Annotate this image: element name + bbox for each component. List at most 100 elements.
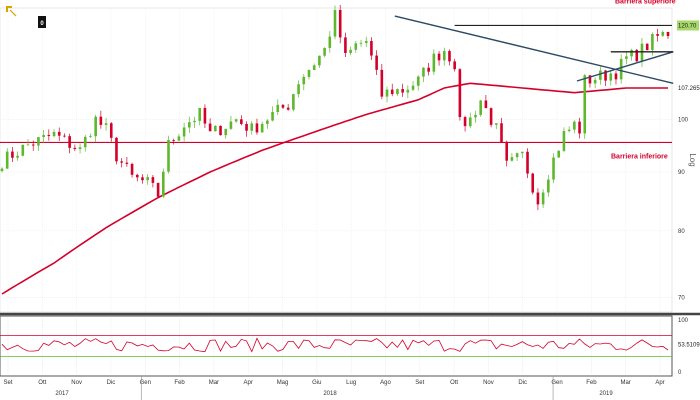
candle-body (323, 47, 326, 56)
x-tick-label: Dic (107, 380, 116, 386)
oscillator-y-tick-label: 100 (678, 318, 689, 324)
candle-body (11, 151, 14, 158)
candle-body (203, 107, 207, 124)
y-tick-label: 70 (678, 296, 685, 302)
candle-body (651, 34, 654, 51)
candle-body (661, 31, 665, 36)
candle-body (219, 125, 222, 136)
candle-body (656, 34, 659, 36)
candle-body (635, 49, 639, 62)
candle-body (500, 123, 503, 142)
candle-body (208, 123, 212, 132)
candle-body (484, 100, 488, 109)
corner-icon-arrow[interactable] (9, 9, 17, 17)
candle-body (250, 123, 254, 131)
candle-body (453, 61, 456, 70)
candle-body (182, 127, 186, 137)
candle-body (344, 37, 347, 53)
x-tick-label: Set (415, 380, 424, 386)
candle-body (188, 122, 191, 128)
candle-body (510, 157, 514, 161)
candle-body (26, 144, 30, 146)
candle-body (619, 58, 623, 80)
x-tick-label: Apr (655, 380, 664, 386)
candle-body (411, 85, 415, 90)
candle-body (172, 140, 176, 141)
candle-body (89, 136, 92, 138)
candle-body (442, 51, 446, 61)
year-label: 2018 (323, 391, 337, 397)
candle-body (614, 73, 618, 80)
last-price-label: 120.70 (678, 23, 697, 29)
candle-body (73, 147, 77, 150)
candle-body (214, 125, 217, 132)
main-grid (0, 7, 673, 313)
candle-body (557, 150, 561, 158)
candle-body (312, 65, 316, 70)
candle-body (266, 120, 269, 124)
candle-body (271, 111, 274, 121)
candle-body (593, 79, 597, 84)
candle-body (375, 55, 378, 70)
candle-body (193, 120, 196, 123)
annotation-barriera-inferiore: Barriera inferiore (611, 153, 668, 160)
candle-body (599, 70, 602, 80)
candle-body (396, 89, 399, 95)
candle-body (609, 73, 613, 81)
candle-body (645, 43, 649, 51)
moving-average-line (1, 82, 668, 295)
candle-body (604, 70, 607, 81)
x-tick-label: Apr (244, 380, 253, 386)
candle-body (255, 123, 259, 133)
candle-body (432, 53, 436, 72)
ma-value-label-bg (677, 82, 699, 93)
candle-body (99, 116, 103, 125)
candle-body (224, 128, 228, 136)
y-tick-label: 90 (678, 170, 685, 176)
corner-icon[interactable] (6, 6, 17, 17)
candle-body (380, 69, 384, 97)
candle-body (370, 40, 373, 56)
candle-body (547, 179, 550, 193)
candle-body (245, 123, 248, 131)
candle-body (21, 144, 25, 156)
oscillator-line (1, 337, 669, 353)
candle-body (552, 157, 555, 180)
candle-body (47, 134, 51, 137)
zoom-button-bg[interactable] (38, 16, 46, 28)
candle-body (401, 89, 404, 93)
zoom-button-label[interactable]: 0 (40, 21, 44, 27)
x-tick-label: Dic (518, 380, 527, 386)
candle-body (83, 136, 87, 148)
candle-body (468, 117, 472, 127)
candle-body (229, 121, 233, 129)
candle-body (177, 136, 181, 141)
candle-body (625, 56, 628, 59)
candle-body (151, 177, 155, 183)
candle-body (120, 161, 123, 163)
candle-body (260, 123, 264, 133)
oscillator-y-tick-label: 0 (678, 370, 682, 376)
y-axis-label: Log (688, 153, 697, 166)
candle-body (583, 75, 587, 134)
last-price-label-bg (677, 20, 699, 31)
trendline-layer (394, 15, 674, 84)
y-tick-label: 100 (678, 117, 689, 123)
candle-body (573, 121, 576, 130)
candle-body (416, 76, 420, 86)
corner-icon-shape[interactable] (6, 6, 12, 12)
candle-body (161, 171, 165, 197)
x-tick-label: Feb (174, 380, 185, 386)
x-tick-label: Mar (621, 380, 631, 386)
oscillator-value-label: 53.5109 (678, 342, 700, 348)
zoom-button[interactable]: 0 (38, 16, 46, 28)
x-tick-label: Set (3, 380, 12, 386)
candle-body (354, 43, 358, 50)
candle-body (307, 69, 311, 77)
candle-body (562, 131, 566, 151)
candle-body (536, 192, 540, 205)
candle-body (0, 168, 4, 172)
year-label: 2019 (599, 391, 613, 397)
candle-body (297, 84, 300, 95)
